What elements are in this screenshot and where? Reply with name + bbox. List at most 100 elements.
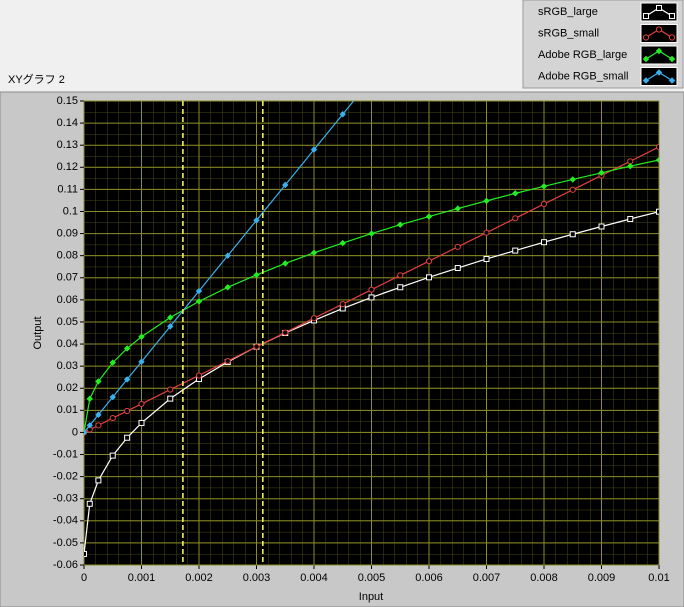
y-tick-label: 0.07 bbox=[57, 272, 78, 284]
y-tick-label: 0.02 bbox=[57, 382, 78, 394]
point bbox=[138, 358, 145, 365]
x-tick-label: 0.009 bbox=[588, 572, 616, 584]
point bbox=[483, 197, 490, 205]
point bbox=[195, 287, 203, 295]
point bbox=[569, 231, 576, 238]
legend-label: sRGB_small bbox=[538, 27, 599, 39]
point bbox=[368, 76, 374, 82]
series-line bbox=[84, 101, 355, 433]
point bbox=[454, 265, 461, 272]
point bbox=[339, 239, 346, 247]
point bbox=[368, 286, 375, 293]
point bbox=[138, 419, 145, 426]
point bbox=[368, 294, 375, 301]
point bbox=[224, 252, 231, 259]
point bbox=[124, 407, 131, 415]
legend-marker bbox=[668, 77, 676, 84]
legend-marker bbox=[668, 55, 676, 63]
point bbox=[425, 258, 433, 265]
y-tick-label: 0.08 bbox=[57, 250, 78, 262]
series-line bbox=[84, 159, 659, 433]
x-tick-label: 0.004 bbox=[300, 572, 328, 584]
point bbox=[569, 186, 576, 193]
point bbox=[541, 239, 547, 246]
plot-layer bbox=[84, 76, 659, 557]
point bbox=[397, 284, 404, 291]
point bbox=[282, 260, 289, 267]
y-tick-label: 0.01 bbox=[57, 404, 78, 416]
point bbox=[339, 111, 346, 118]
point bbox=[454, 243, 461, 250]
legend-marker bbox=[656, 5, 662, 11]
point bbox=[569, 176, 576, 183]
point bbox=[167, 395, 174, 402]
point bbox=[138, 333, 145, 340]
point bbox=[167, 314, 174, 321]
point bbox=[253, 343, 260, 350]
legend-marker bbox=[655, 47, 663, 55]
point bbox=[224, 357, 231, 365]
chart-title: XYグラフ 2 bbox=[8, 72, 65, 86]
x-tick-label: 0.003 bbox=[243, 572, 271, 584]
point bbox=[95, 411, 102, 418]
y-tick-label: -0.05 bbox=[53, 537, 78, 549]
point bbox=[598, 169, 605, 177]
point bbox=[123, 376, 131, 383]
y-tick-label: 0.03 bbox=[57, 360, 78, 372]
point bbox=[512, 190, 519, 197]
point bbox=[86, 422, 93, 429]
point bbox=[425, 213, 433, 220]
y-tick-label: 0.13 bbox=[57, 139, 78, 151]
point bbox=[109, 414, 116, 422]
x-tick-label: 0.006 bbox=[415, 572, 443, 584]
y-tick-label: 0.05 bbox=[57, 316, 78, 328]
legend-icon bbox=[640, 2, 678, 22]
point bbox=[397, 272, 404, 279]
point bbox=[95, 422, 102, 429]
y-tick-label: -0.03 bbox=[53, 493, 78, 505]
legend-marker bbox=[642, 34, 650, 41]
x-tick-label: 0.005 bbox=[358, 572, 386, 584]
legend-marker bbox=[643, 13, 649, 19]
y-tick-label: -0.01 bbox=[53, 448, 78, 460]
legend-marker bbox=[669, 13, 675, 19]
y-tick-label: 0.09 bbox=[57, 227, 78, 239]
y-tick-label: 0.12 bbox=[57, 161, 78, 173]
point bbox=[195, 372, 203, 379]
point bbox=[109, 393, 116, 401]
point bbox=[310, 146, 318, 153]
y-tick-label: 0.1 bbox=[63, 205, 78, 217]
point bbox=[627, 215, 634, 222]
legend-marker bbox=[668, 34, 676, 41]
point bbox=[655, 156, 659, 164]
point bbox=[655, 143, 659, 151]
y-tick-label: 0.04 bbox=[57, 338, 78, 350]
point bbox=[282, 181, 289, 189]
legend-marker bbox=[642, 77, 650, 84]
legend-icon bbox=[640, 45, 678, 65]
legend-marker bbox=[642, 55, 650, 63]
point bbox=[167, 323, 174, 330]
point bbox=[123, 345, 131, 352]
point bbox=[253, 217, 260, 224]
point bbox=[540, 183, 548, 190]
point bbox=[598, 223, 605, 230]
point bbox=[138, 400, 145, 408]
point bbox=[627, 162, 634, 170]
point bbox=[512, 247, 519, 254]
point bbox=[339, 300, 346, 308]
point bbox=[84, 550, 87, 557]
point bbox=[86, 395, 93, 403]
point bbox=[253, 271, 260, 279]
y-tick-label: -0.06 bbox=[53, 559, 78, 571]
point bbox=[310, 249, 318, 256]
y-tick-label: 0.14 bbox=[57, 117, 78, 129]
point bbox=[124, 434, 131, 441]
point bbox=[109, 452, 116, 459]
y-tick-label: -0.02 bbox=[53, 471, 78, 483]
point bbox=[95, 477, 102, 484]
legend-marker bbox=[655, 26, 663, 33]
legend-marker bbox=[655, 69, 663, 76]
x-axis-label: Input bbox=[359, 591, 383, 603]
